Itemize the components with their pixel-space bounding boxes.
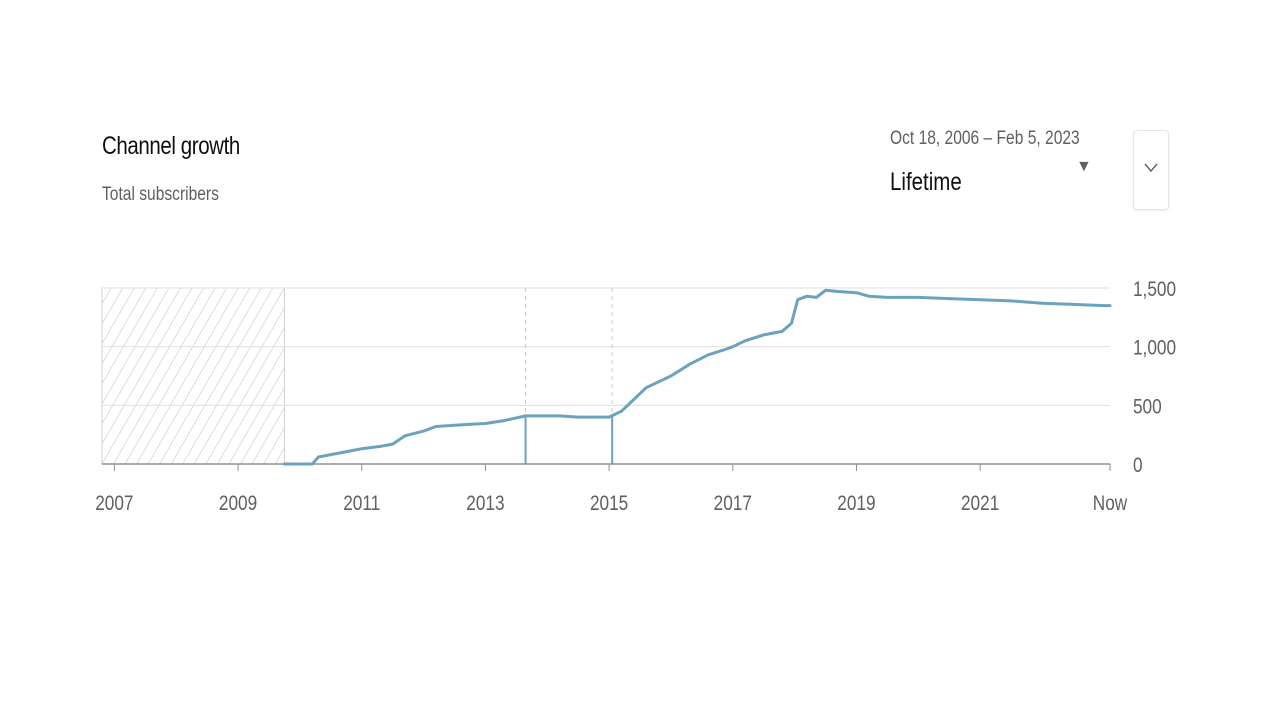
subscribers-series-line (282, 288, 1112, 466)
triangle-down-icon[interactable]: ▼ (1076, 158, 1092, 175)
x-tick-label: 2019 (837, 493, 875, 516)
y-tick-label: 1,000 (1133, 337, 1176, 360)
date-range-text: Oct 18, 2006 – Feb 5, 2023 (890, 128, 1080, 149)
y-tick-label: 0 (1133, 455, 1143, 478)
expand-button[interactable] (1133, 130, 1169, 210)
x-tick-label: 2015 (590, 493, 628, 516)
y-tick-label: 500 (1133, 396, 1162, 419)
x-tick-label: 2011 (343, 493, 380, 516)
x-tick-label: 2017 (714, 493, 752, 516)
x-tick-label: 2007 (95, 493, 133, 516)
chevron-down-icon (1144, 163, 1158, 173)
chart-subtitle: Total subscribers (102, 184, 219, 205)
y-tick-label: 1,500 (1133, 279, 1176, 302)
x-tick-label: 2021 (961, 493, 999, 516)
date-range-selector[interactable]: Lifetime (890, 168, 962, 196)
x-tick-label: 2013 (466, 493, 504, 516)
x-tick-label: Now (1093, 493, 1128, 516)
no-data-region (101, 287, 285, 465)
chart-title: Channel growth (102, 132, 240, 160)
x-tick-label: 2009 (219, 493, 257, 516)
